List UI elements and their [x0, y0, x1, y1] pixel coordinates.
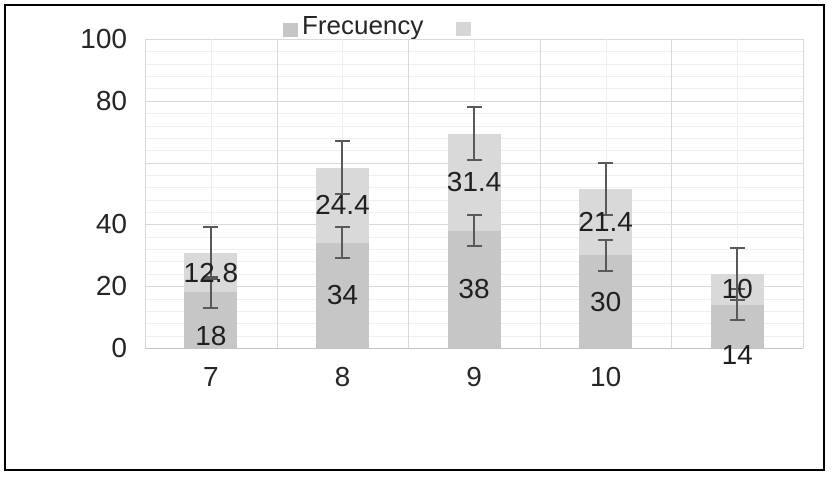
- error-bar-cap: [598, 214, 614, 217]
- error-bar-cap: [334, 226, 350, 229]
- data-label-series2: 10: [721, 273, 753, 305]
- error-bar: [473, 107, 475, 160]
- error-bar-cap: [203, 306, 219, 309]
- minor-gridline-vertical: [737, 39, 739, 348]
- legend-swatch-series2: [456, 22, 471, 36]
- error-bar-cap: [466, 214, 482, 217]
- major-gridline: [145, 348, 803, 349]
- data-label-series2: 21.4: [578, 206, 633, 238]
- data-label-frecuency: 30: [590, 285, 622, 317]
- x-axis-tick-label: 9: [466, 361, 482, 392]
- x-axis-tick-label: 10: [590, 361, 622, 392]
- y-axis-tick-label: 20: [95, 270, 127, 302]
- data-label-series2: 24.4: [315, 189, 370, 221]
- error-bar-cap: [334, 140, 350, 143]
- error-bar-cap: [203, 278, 219, 281]
- legend-label-frecuency: Frecuency: [302, 10, 424, 40]
- x-axis-tick-label: 8: [334, 361, 351, 392]
- error-bar: [209, 276, 212, 308]
- error-bar: [736, 289, 739, 321]
- data-label-series2: 12.8: [183, 256, 239, 288]
- error-bar: [209, 226, 212, 280]
- error-bar-cap: [598, 161, 614, 164]
- x-axis-tick-label: 7: [203, 361, 219, 392]
- error-bar-cap: [334, 192, 350, 195]
- data-label-frecuency: 18: [195, 320, 227, 352]
- y-axis-tick-label: 40: [95, 208, 127, 240]
- major-gridline-vertical: [408, 39, 410, 348]
- bar-segment-frecuency: [447, 230, 501, 348]
- major-gridline-vertical: [803, 39, 804, 348]
- error-bar-cap: [466, 106, 482, 109]
- major-gridline-vertical: [539, 39, 541, 348]
- error-bar-cap: [466, 158, 482, 161]
- major-gridline-vertical: [671, 39, 673, 348]
- error-bar: [604, 239, 607, 271]
- bar-segment-frecuency: [315, 242, 369, 348]
- data-label-frecuency: 34: [326, 279, 358, 311]
- error-bar: [604, 162, 607, 216]
- major-gridline-vertical: [276, 39, 278, 348]
- error-bar-cap: [729, 319, 745, 322]
- error-bar-cap: [466, 245, 482, 248]
- error-bar: [341, 227, 344, 259]
- data-label-series2: 31.4: [446, 166, 502, 198]
- legend-swatch-frecuency: [283, 23, 298, 37]
- error-bar-cap: [598, 238, 614, 241]
- error-bar: [473, 215, 475, 247]
- y-axis-tick-label: 80: [95, 84, 127, 116]
- error-bar-cap: [203, 225, 219, 228]
- data-label-frecuency: 38: [458, 273, 490, 305]
- error-bar-cap: [729, 246, 745, 249]
- error-bar-cap: [598, 269, 614, 272]
- minor-gridline-vertical: [210, 39, 212, 348]
- error-bar-cap: [729, 299, 745, 302]
- error-bar: [736, 247, 739, 301]
- y-axis-tick-label: 0: [111, 332, 127, 363]
- y-axis-tick-label: 100: [80, 23, 127, 54]
- major-gridline-vertical: [145, 39, 146, 348]
- data-label-frecuency: 14: [721, 339, 753, 371]
- error-bar-cap: [334, 257, 350, 260]
- error-bar: [341, 141, 344, 194]
